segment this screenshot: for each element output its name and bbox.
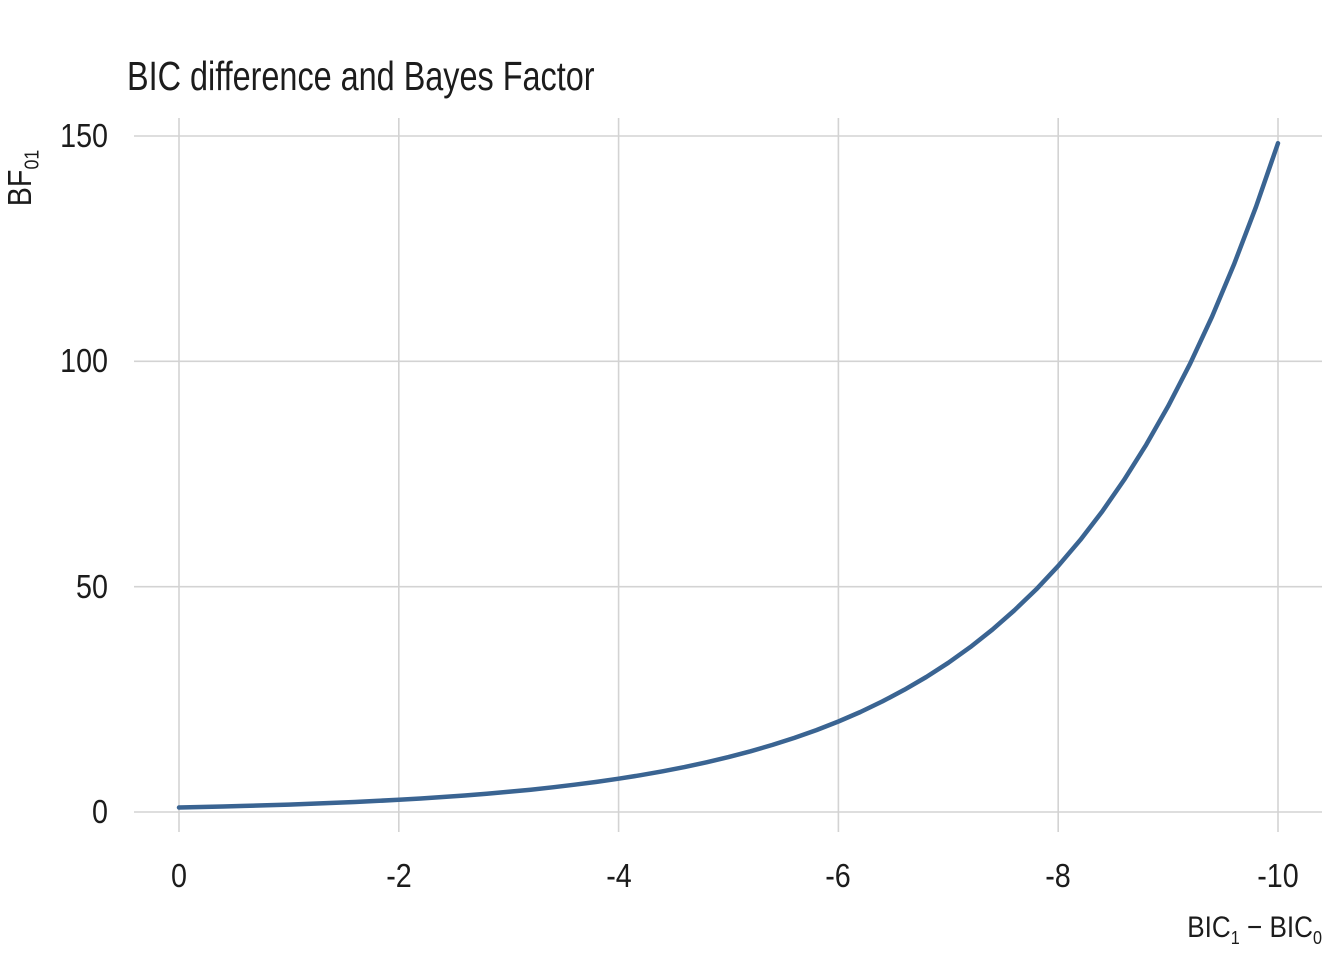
x-tick-label: -4 [605,857,632,894]
x-axis-label-operator: − [1239,911,1270,944]
y-tick-label: 100 [60,342,108,380]
bayes-factor-curve [176,140,1281,810]
x-axis-label: BIC1 − BIC0 [1061,908,1322,948]
y-tick-label: 0 [92,793,108,830]
x-axis-label-base1: BIC [1187,911,1231,944]
series-layer [176,140,1281,810]
chart-title: BIC difference and Bayes Factor [127,53,595,99]
x-tick-label: -10 [1257,857,1299,894]
y-tick-label: 50 [76,567,108,605]
x-tick-label: -2 [386,857,412,894]
y-tick-label: 150 [60,117,108,154]
x-axis-label-base2: BIC [1269,911,1314,944]
y-axis-label-base: BF [1,169,38,207]
grid-layer [134,118,1322,832]
x-axis-label-subscript2: 0 [1313,927,1322,948]
x-tick-label: -6 [825,857,852,894]
x-axis-label-subscript1: 1 [1230,927,1240,948]
x-tick-label: 0 [171,857,187,894]
x-tick-label: -8 [1045,857,1071,894]
